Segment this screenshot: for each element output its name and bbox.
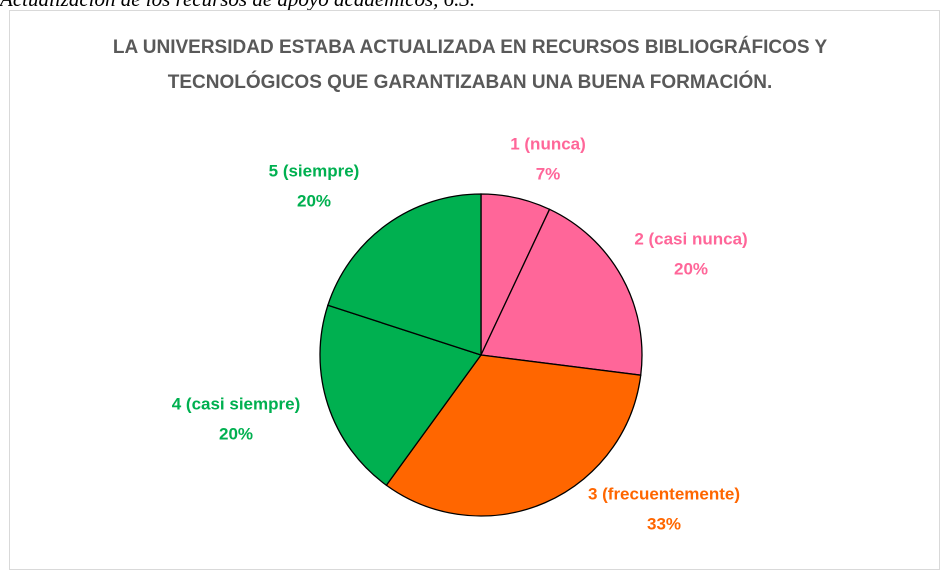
slice-value-label: 7% [536, 164, 561, 183]
pie-slice [385, 354, 642, 517]
slice-label: 3 (frecuentemente) [588, 484, 740, 503]
slice-value-label: 20% [219, 424, 253, 443]
pie-slice [327, 193, 482, 356]
slice-value-label: 20% [674, 259, 708, 278]
slice-label: 2 (casi nunca) [634, 229, 747, 248]
pie-slice [319, 304, 483, 487]
slice-label: 5 (siempre) [269, 161, 360, 180]
pie-slice [480, 208, 643, 376]
slice-label: 1 (nunca) [510, 134, 586, 153]
slice-label: 4 (casi siempre) [172, 394, 301, 413]
slice-value-label: 20% [297, 191, 331, 210]
chart-title: LA UNIVERSIDAD ESTABA ACTUALIZADA EN REC… [112, 37, 828, 93]
slice-value-label: 33% [647, 514, 681, 533]
caption: Actualización de los recursos de apoyo a… [0, 0, 475, 12]
